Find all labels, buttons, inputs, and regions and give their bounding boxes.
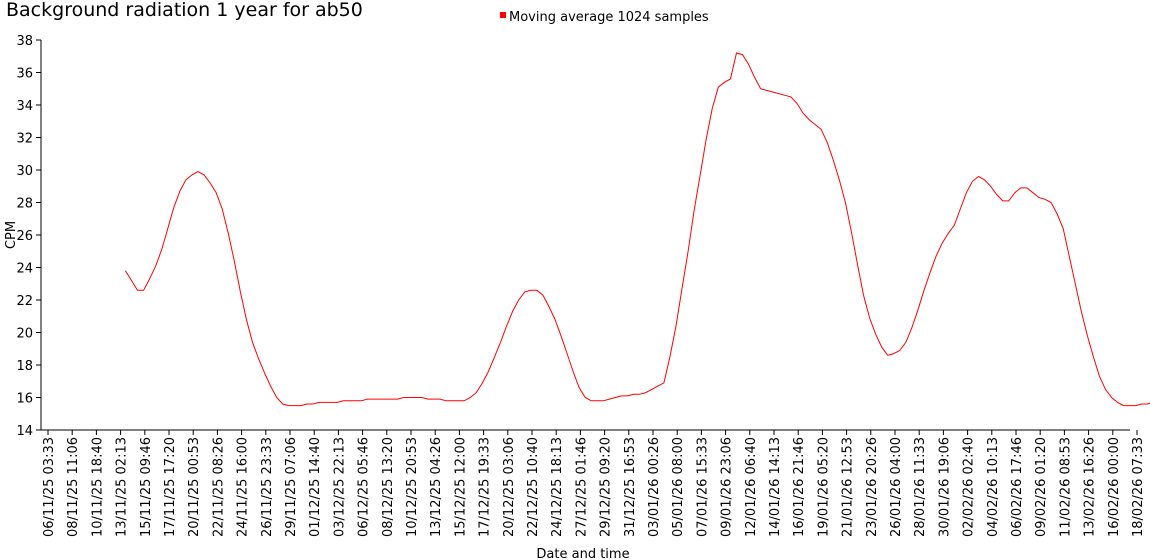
x-tick-label: 16/01/26 21:46: [792, 437, 807, 537]
x-tick-label: 10/11/25 18:40: [90, 437, 105, 537]
y-tick-label: 20: [16, 327, 33, 342]
x-tick-label: 07/01/26 15:33: [695, 437, 710, 537]
x-tick-label: 16/02/26 00:00: [1107, 437, 1122, 537]
x-tick-label: 22/11/25 08:26: [211, 437, 226, 537]
y-tick-label: 24: [16, 262, 33, 277]
y-tick-label: 36: [16, 67, 33, 82]
y-axis-label: CPM: [4, 221, 19, 249]
x-tick-label: 29/11/25 07:06: [284, 437, 299, 537]
y-tick-label: 26: [16, 229, 33, 244]
x-tick-label: 03/12/25 22:13: [332, 437, 347, 537]
x-tick-label: 30/01/26 19:06: [937, 437, 952, 537]
x-tick-label: 17/11/25 17:20: [163, 437, 178, 537]
y-axis-ticks: 14 16 18 20 22 24 26 28 30 32 34 36 38: [16, 34, 41, 439]
x-tick-label: 09/02/26 01:20: [1034, 437, 1049, 537]
x-tick-label: 02/02/26 02:40: [962, 437, 977, 537]
y-tick-label: 32: [16, 132, 33, 147]
x-tick-label: 09/01/26 23:06: [720, 437, 735, 537]
x-tick-label: 18/02/26 07:33: [1131, 437, 1146, 537]
chart-title: Background radiation 1 year for ab50: [6, 0, 363, 21]
x-tick-label: 10/12/25 20:53: [405, 437, 420, 537]
x-axis-ticks: 06/11/25 03:33 08/11/25 11:06 10/11/25 18:…: [42, 430, 1146, 537]
x-tick-label: 12/01/26 06:40: [744, 437, 759, 537]
legend-swatch: [500, 12, 506, 18]
y-tick-label: 38: [16, 34, 33, 49]
y-tick-label: 22: [16, 294, 33, 309]
x-tick-label: 08/12/25 13:20: [381, 437, 396, 537]
y-tick-label: 34: [16, 99, 33, 114]
x-tick-label: 23/01/26 20:26: [865, 437, 880, 537]
x-tick-label: 28/01/26 11:33: [913, 437, 928, 537]
x-tick-label: 03/01/26 00:26: [647, 437, 662, 537]
x-tick-label: 13/12/25 04:26: [429, 437, 444, 537]
x-axis-label: Date and time: [536, 547, 629, 560]
legend-label: Moving average 1024 samples: [509, 10, 709, 25]
x-tick-label: 20/11/25 00:53: [187, 437, 202, 537]
x-tick-label: 08/11/25 11:06: [66, 437, 81, 537]
x-tick-label: 24/12/25 18:13: [550, 437, 565, 537]
x-tick-label: 22/12/25 10:40: [526, 437, 541, 537]
x-tick-label: 19/01/26 05:20: [816, 437, 831, 537]
x-tick-label: 31/12/25 16:53: [623, 437, 638, 537]
x-tick-label: 26/01/26 04:00: [889, 437, 904, 537]
x-tick-label: 21/01/26 12:53: [841, 437, 856, 537]
x-tick-label: 15/12/25 12:00: [453, 437, 468, 537]
x-tick-label: 13/02/26 16:26: [1083, 437, 1098, 537]
x-tick-label: 06/12/25 05:46: [357, 437, 372, 537]
x-tick-label: 15/11/25 09:46: [139, 437, 154, 537]
y-tick-label: 28: [16, 197, 33, 212]
x-tick-label: 24/11/25 16:00: [236, 437, 251, 537]
x-tick-label: 13/11/25 02:13: [115, 437, 130, 537]
x-tick-label: 14/01/26 14:13: [768, 437, 783, 537]
x-tick-label: 26/11/25 23:33: [260, 437, 275, 537]
x-tick-label: 06/02/26 17:46: [1010, 437, 1025, 537]
x-tick-label: 05/01/26 08:00: [671, 437, 686, 537]
x-tick-label: 11/02/26 08:53: [1058, 437, 1073, 537]
y-tick-label: 18: [16, 359, 33, 374]
x-tick-label: 17/12/25 19:33: [478, 437, 493, 537]
y-tick-label: 14: [16, 424, 33, 439]
x-tick-label: 27/12/25 01:46: [574, 437, 589, 537]
x-tick-label: 01/12/25 14:40: [308, 437, 323, 537]
series-line-moving-average: [124, 52, 1150, 407]
y-tick-label: 16: [16, 392, 33, 407]
y-tick-label: 30: [16, 164, 33, 179]
x-tick-label: 06/11/25 03:33: [42, 437, 57, 537]
x-tick-label: 04/02/26 10:13: [986, 437, 1001, 537]
x-tick-label: 29/12/25 09:20: [599, 437, 614, 537]
legend: Moving average 1024 samples: [500, 10, 709, 25]
x-tick-label: 20/12/25 03:06: [502, 437, 517, 537]
